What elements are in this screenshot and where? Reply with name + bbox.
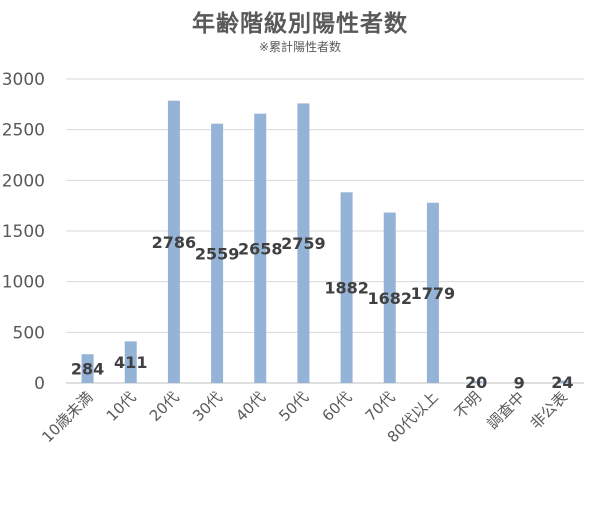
data-label: 24: [551, 373, 573, 392]
bar: [124, 341, 137, 383]
data-label: 411: [114, 353, 147, 372]
bar: [297, 103, 310, 384]
data-label: 2786: [152, 233, 197, 252]
x-tick-label: 非公表: [527, 388, 572, 433]
y-tick-label: 3000: [2, 70, 45, 90]
data-label: 284: [71, 360, 104, 379]
x-tick-label: 60代: [319, 388, 356, 425]
bar: [340, 192, 353, 383]
y-tick-label: 500: [13, 323, 45, 343]
x-tick-label: 10代: [103, 388, 140, 425]
data-label: 1779: [411, 284, 456, 303]
chart-title: 年齢階級別陽性者数: [192, 11, 408, 37]
y-tick-label: 1500: [2, 222, 45, 242]
x-tick-label: 不明: [451, 388, 485, 422]
x-tick-label: 50代: [275, 388, 312, 425]
bar: [556, 380, 569, 383]
y-tick-label: 2500: [2, 121, 45, 141]
y-tick-label: 0: [34, 374, 45, 394]
x-tick-label: 30代: [189, 388, 226, 425]
bar: [211, 123, 224, 384]
data-label: 20: [465, 373, 487, 392]
x-tick-label: 調査中: [484, 388, 529, 433]
x-tick-label: 40代: [232, 388, 269, 425]
data-label: 9: [514, 374, 525, 393]
y-tick-label: 2000: [2, 171, 45, 191]
y-tick-label: 1000: [2, 273, 45, 293]
bar: [383, 212, 396, 383]
bar: [513, 382, 526, 383]
x-tick-label: 70代: [362, 388, 399, 425]
bars: [81, 100, 569, 384]
data-label: 2759: [281, 234, 326, 253]
data-label: 1882: [324, 279, 369, 298]
x-tick-label: 10歳未満: [38, 388, 96, 446]
bar: [167, 100, 180, 383]
x-tick-label: 20代: [146, 388, 183, 425]
bar: [81, 354, 94, 383]
data-label: 2559: [195, 244, 240, 263]
data-label: 1682: [367, 289, 412, 308]
bar: [470, 380, 483, 383]
data-label: 2658: [238, 239, 283, 258]
bar: [426, 202, 439, 383]
y-axis-ticks: 0 500 1000 1500 2000 2500 3000: [2, 70, 45, 394]
bar: [254, 113, 267, 383]
chart-subtitle: ※累計陽性者数: [258, 40, 342, 54]
gridlines: [66, 78, 584, 384]
